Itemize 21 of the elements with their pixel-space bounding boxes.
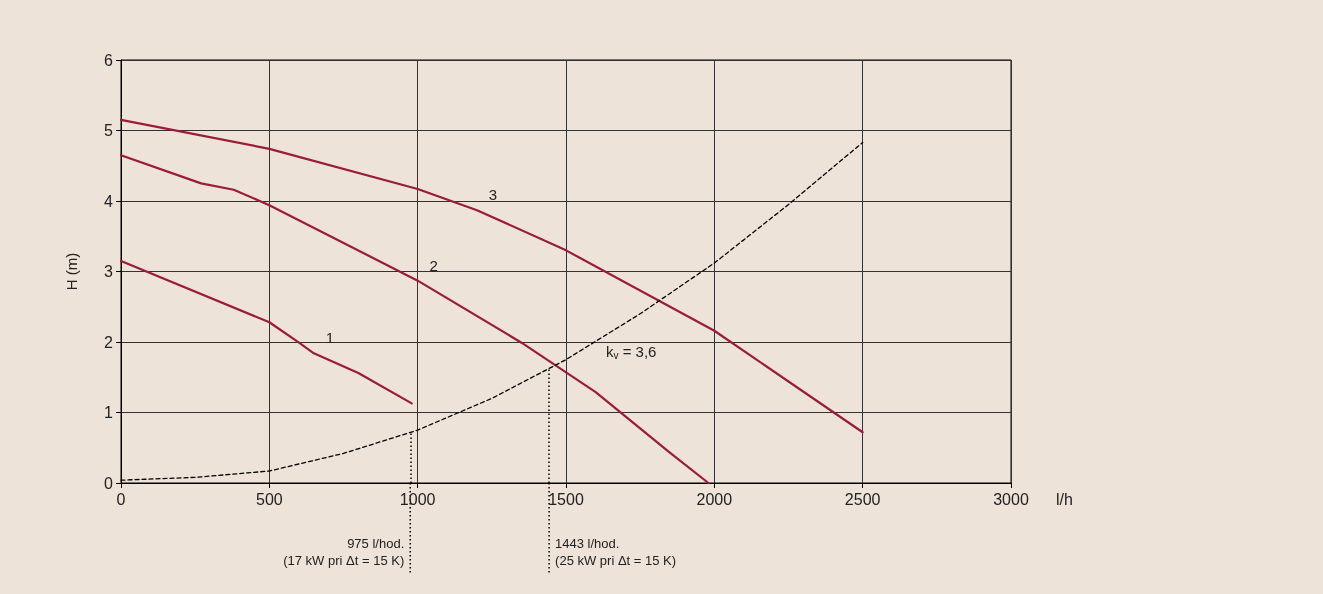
- series-label: 2: [429, 256, 438, 274]
- y-tick-label: 1: [104, 404, 114, 421]
- x-tick-label: 3000: [993, 490, 1029, 508]
- x-tick-label: 0: [116, 490, 126, 508]
- series-label: 1: [325, 329, 335, 347]
- series-label: 3: [488, 186, 498, 204]
- x-tick-label: 2000: [696, 490, 733, 508]
- ref-line-label: 975 l/hod. (17 kW pri Δt = 15 K): [283, 536, 405, 568]
- x-tick-label: 500: [255, 490, 283, 508]
- y-tick-label: 0: [104, 474, 114, 492]
- x-axis-title: l/h: [1056, 490, 1073, 508]
- x-tick-label: 2500: [844, 490, 881, 508]
- y-axis-title: H (m): [63, 252, 80, 291]
- y-tick-label: 6: [104, 51, 114, 69]
- y-tick-label: 4: [104, 192, 114, 210]
- y-tick-label: 5: [104, 122, 114, 139]
- x-tick-label: 1000: [399, 490, 436, 508]
- x-tick-label: 1500: [548, 490, 584, 508]
- ref-line-label: 1443 l/hod. (25 kW pri Δt = 15 K): [555, 536, 677, 568]
- y-tick-label: 2: [104, 333, 114, 351]
- y-tick-label: 3: [104, 263, 114, 280]
